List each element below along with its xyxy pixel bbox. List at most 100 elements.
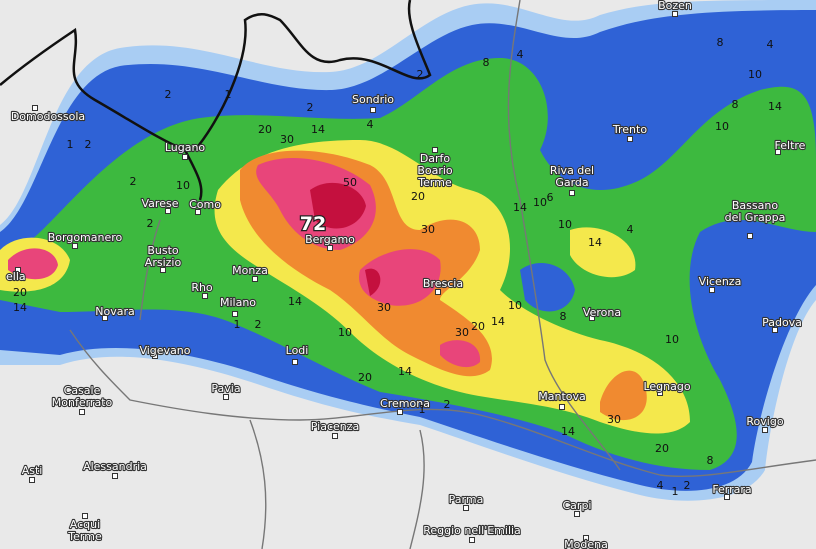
- city-marker: [195, 209, 201, 215]
- contour-value: 1: [419, 403, 426, 416]
- contour-value: 30: [280, 133, 294, 146]
- city-marker: [432, 147, 438, 153]
- city-name: Domodossola: [11, 110, 85, 123]
- city-marker: [332, 433, 338, 439]
- city-marker: [370, 107, 376, 113]
- city-name: Padova: [762, 316, 802, 329]
- city-name: Reggio nell'Emilia: [423, 524, 521, 537]
- contour-value: 20: [411, 190, 425, 203]
- city-name: Brescia: [423, 277, 463, 290]
- city-marker: [102, 315, 108, 321]
- city-marker: [182, 154, 188, 160]
- city-name: Monza: [232, 264, 268, 277]
- contour-value: 1: [225, 88, 232, 101]
- contour-value: 14: [513, 201, 527, 214]
- city-marker: [559, 404, 565, 410]
- city-name: Sondrio: [352, 93, 394, 106]
- contour-value: 10: [533, 196, 547, 209]
- city-name: Ferrara: [712, 483, 751, 496]
- city-marker: [232, 311, 238, 317]
- contour-value: 1: [672, 485, 679, 498]
- city-name: del Grappa: [725, 211, 786, 224]
- city-name: Parma: [449, 493, 484, 506]
- city-name: Feltre: [775, 139, 806, 152]
- city-name: Borgomanero: [48, 231, 123, 244]
- city-marker: [672, 11, 678, 17]
- contour-value: 10: [176, 179, 190, 192]
- precipitation-field: [0, 0, 816, 501]
- contour-value: 10: [715, 120, 729, 133]
- contour-value: 2: [165, 88, 172, 101]
- city-name: Carpi: [563, 499, 592, 512]
- city-name: Asti: [22, 464, 43, 477]
- city-name: Rho: [191, 281, 213, 294]
- contour-value: 2: [417, 68, 424, 81]
- national-border: [0, 0, 432, 201]
- city-name: Alessandria: [83, 460, 147, 473]
- city-marker: [15, 267, 21, 273]
- contour-value: 20: [258, 123, 272, 136]
- city-marker: [772, 327, 778, 333]
- city-marker: [574, 511, 580, 517]
- contour-value: 14: [288, 295, 302, 308]
- contour-value: 2: [255, 318, 262, 331]
- contour-value: 2: [444, 398, 451, 411]
- city-name: Rovigo: [746, 415, 783, 428]
- city-marker: [469, 537, 475, 543]
- city-name: Cremona: [380, 397, 430, 410]
- city-name: Terme: [417, 176, 452, 189]
- city-name: Casale: [64, 384, 101, 397]
- contour-value: 8: [717, 36, 724, 49]
- contour-value: 20: [358, 371, 372, 384]
- contour-value: 20: [655, 442, 669, 455]
- contour-value: 30: [607, 413, 621, 426]
- city-marker: [160, 267, 166, 273]
- city-name: Monferrato: [52, 396, 113, 409]
- contour-value: 8: [707, 454, 714, 467]
- city-marker: [82, 513, 88, 519]
- city-name: Bergamo: [305, 233, 355, 246]
- city-name: Como: [189, 198, 221, 211]
- city-name: Milano: [220, 296, 256, 309]
- city-name: Bozen: [658, 0, 692, 12]
- contour-value: 14: [13, 301, 27, 314]
- contour-value: 4: [367, 118, 374, 131]
- city-marker: [32, 105, 38, 111]
- city-marker: [79, 409, 85, 415]
- city-marker: [223, 394, 229, 400]
- city-marker: [202, 293, 208, 299]
- regional-borders: [69, 0, 816, 549]
- city-name: Legnago: [643, 380, 690, 393]
- contour-value: 14: [311, 123, 325, 136]
- contour-value: 30: [455, 326, 469, 339]
- contour-value: 2: [147, 217, 154, 230]
- contour-value: 14: [561, 425, 575, 438]
- city-marker: [762, 427, 768, 433]
- contour-value: 30: [421, 223, 435, 236]
- max-value-label: 72: [300, 213, 326, 235]
- city-name: ella: [6, 270, 26, 283]
- city-name: Vigevano: [139, 344, 190, 357]
- city-name: Piacenza: [311, 420, 360, 433]
- contour-value: 30: [377, 301, 391, 314]
- city-name: Modena: [564, 538, 608, 549]
- contour-value: 2: [85, 138, 92, 151]
- contour-value: 20: [471, 320, 485, 333]
- contour-value: 14: [398, 365, 412, 378]
- contour-value: 4: [517, 48, 524, 61]
- city-name: Arsizio: [145, 256, 182, 269]
- city-marker: [569, 190, 575, 196]
- contour-value: 14: [768, 100, 782, 113]
- city-name: Verona: [583, 306, 621, 319]
- city-marker: [775, 149, 781, 155]
- city-labels: Bozen Domodossola Sondrio Trento Feltre Lugan…: [5, 0, 807, 549]
- contour-value: 20: [13, 286, 27, 299]
- city-name: Riva del: [550, 164, 594, 177]
- contour-value: 4: [627, 223, 634, 236]
- city-marker: [152, 353, 158, 359]
- city-marker: [165, 208, 171, 214]
- contour-value: 8: [732, 98, 739, 111]
- contour-value: 4: [657, 479, 664, 492]
- contour-value: 4: [767, 38, 774, 51]
- city-marker: [747, 233, 753, 239]
